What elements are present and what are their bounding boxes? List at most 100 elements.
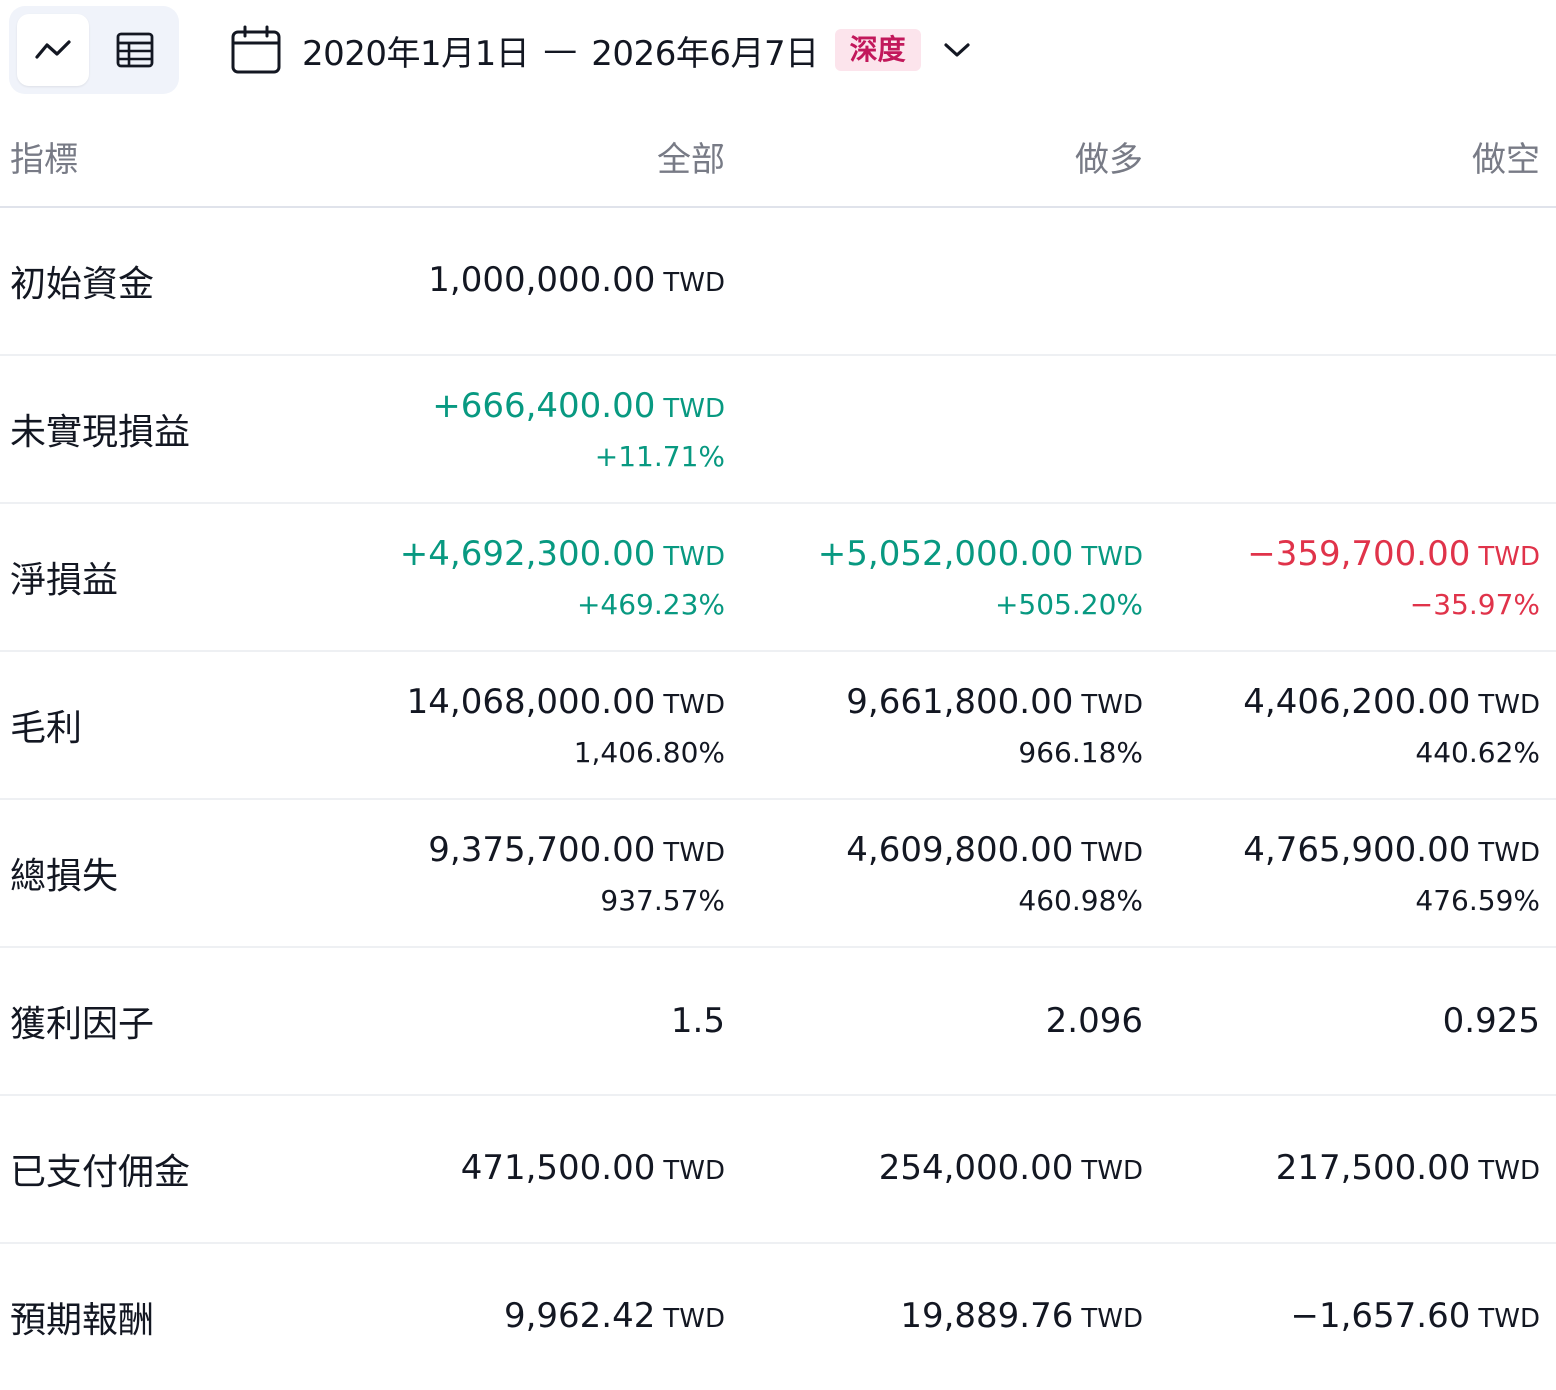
cell-all: +666,400.00 TWD +11.71%: [432, 356, 725, 502]
table-header: 指標 全部 做多 做空: [0, 104, 1556, 208]
value-line: 1,000,000.00 TWD: [428, 259, 725, 304]
currency-label: TWD: [1478, 541, 1540, 572]
percent: +469.23%: [576, 587, 725, 621]
percent: 460.98%: [1018, 883, 1143, 917]
chevron-down-icon[interactable]: [939, 32, 975, 68]
metric-name: 已支付佣金: [10, 1152, 191, 1193]
amount: +4,692,300.00: [399, 533, 656, 574]
value-line: 4,765,900.00 TWD: [1243, 829, 1540, 874]
amount: 0.925: [1442, 1001, 1540, 1041]
amount: 217,500.00: [1275, 1147, 1471, 1188]
currency-label: TWD: [663, 541, 725, 572]
value-line: 254,000.00 TWD: [879, 1147, 1143, 1192]
cell-all: 14,068,000.00 TWD 1,406.80%: [407, 652, 725, 798]
value-line: 2.096: [1046, 1000, 1143, 1042]
cell-short: −359,700.00 TWD −35.97%: [1247, 504, 1540, 650]
table-icon: [116, 32, 154, 68]
cell-all: +4,692,300.00 TWD +469.23%: [400, 504, 725, 650]
value-line: 0.925: [1443, 1000, 1540, 1042]
amount: 2.096: [1045, 1001, 1143, 1041]
currency-label: TWD: [1478, 1155, 1540, 1186]
cell-short: 4,406,200.00 TWD 440.62%: [1243, 652, 1540, 798]
value-line: +5,052,000.00 TWD: [818, 533, 1143, 578]
date-end: 2026年6月7日: [591, 33, 819, 74]
toolbar: 2020年1月1日 — 2026年6月7日 深度: [0, 0, 1556, 104]
currency-label: TWD: [1081, 1155, 1143, 1186]
amount: 9,375,700.00: [428, 829, 656, 870]
value-line: 9,962.42 TWD: [504, 1295, 725, 1340]
cell-long: 19,889.76 TWD: [900, 1244, 1143, 1390]
amount: 1,000,000.00: [428, 259, 656, 300]
value-line: −359,700.00 TWD: [1247, 533, 1540, 578]
metric-name: 總損失: [10, 856, 119, 897]
currency-label: TWD: [663, 1303, 725, 1334]
date-separator: —: [543, 30, 578, 70]
cell-long: +5,052,000.00 TWD +505.20%: [818, 504, 1143, 650]
percent: 476.59%: [1415, 883, 1540, 917]
header-short: 做空: [1472, 140, 1540, 180]
amount: −359,700.00: [1247, 533, 1471, 574]
amount: 4,609,800.00: [846, 829, 1074, 870]
percent: 937.57%: [600, 883, 725, 917]
amount: 254,000.00: [878, 1147, 1074, 1188]
cell-short: 217,500.00 TWD: [1276, 1096, 1540, 1242]
chart-view-button[interactable]: [17, 14, 89, 86]
cell-long: 4,609,800.00 TWD 460.98%: [846, 800, 1143, 946]
metric-name: 淨損益: [10, 560, 119, 601]
view-toggle: [9, 6, 179, 94]
currency-label: TWD: [1478, 837, 1540, 868]
amount: +5,052,000.00: [817, 533, 1074, 574]
amount: 14,068,000.00: [406, 681, 656, 722]
amount: −1,657.60: [1290, 1295, 1471, 1336]
cell-short: 0.925: [1443, 948, 1540, 1094]
metrics-table: 指標 全部 做多 做空 初始資金 1,000,000.00 TWD 未實現損益 +666…: [0, 104, 1556, 1390]
value-line: 471,500.00 TWD: [461, 1147, 725, 1192]
header-metric: 指標: [10, 140, 78, 180]
cell-all: 9,962.42 TWD: [504, 1244, 725, 1390]
table-view-button[interactable]: [99, 14, 171, 86]
value-line: 14,068,000.00 TWD: [407, 681, 725, 726]
currency-label: TWD: [663, 837, 725, 868]
currency-label: TWD: [1081, 837, 1143, 868]
amount: 4,765,900.00: [1243, 829, 1471, 870]
date-range-selector[interactable]: 2020年1月1日 — 2026年6月7日 深度: [230, 18, 975, 82]
table-row: 初始資金 1,000,000.00 TWD: [0, 208, 1556, 356]
currency-label: TWD: [1478, 1303, 1540, 1334]
percent: +11.71%: [594, 439, 725, 473]
amount: 19,889.76: [900, 1295, 1074, 1336]
amount: 9,962.42: [503, 1295, 656, 1336]
metric-name: 毛利: [10, 708, 83, 749]
table-row: 獲利因子 1.5 2.096 0.925: [0, 948, 1556, 1096]
metric-name: 獲利因子: [10, 1004, 155, 1045]
value-line: +666,400.00 TWD: [432, 385, 725, 430]
cell-all: 471,500.00 TWD: [461, 1096, 725, 1242]
percent: 1,406.80%: [573, 735, 725, 769]
cell-short: −1,657.60 TWD: [1290, 1244, 1540, 1390]
cell-all: 9,375,700.00 TWD 937.57%: [428, 800, 725, 946]
percent: −35.97%: [1409, 587, 1540, 621]
cell-long: 9,661,800.00 TWD 966.18%: [846, 652, 1143, 798]
amount: +666,400.00: [432, 385, 656, 426]
currency-label: TWD: [663, 689, 725, 720]
currency-label: TWD: [1081, 689, 1143, 720]
value-line: +4,692,300.00 TWD: [400, 533, 725, 578]
amount: 9,661,800.00: [846, 681, 1074, 722]
percent: +505.20%: [994, 587, 1143, 621]
table-row: 淨損益 +4,692,300.00 TWD +469.23% +5,052,000.00…: [0, 504, 1556, 652]
table-row: 總損失 9,375,700.00 TWD 937.57% 4,609,800.00 TWD…: [0, 800, 1556, 948]
cell-long: 2.096: [1046, 948, 1143, 1094]
calendar-icon: [230, 24, 282, 76]
amount: 4,406,200.00: [1243, 681, 1471, 722]
value-line: 4,406,200.00 TWD: [1243, 681, 1540, 726]
currency-label: TWD: [663, 393, 725, 424]
currency-label: TWD: [1081, 1303, 1143, 1334]
value-line: −1,657.60 TWD: [1290, 1295, 1540, 1340]
header-long: 做多: [1075, 140, 1143, 180]
header-all: 全部: [657, 140, 725, 180]
metric-name: 預期報酬: [10, 1300, 155, 1341]
cell-all: 1,000,000.00 TWD: [428, 208, 725, 354]
line-chart-icon: [35, 40, 71, 59]
depth-badge: 深度: [834, 29, 921, 71]
value-line: 1.5: [671, 1000, 725, 1042]
percent: 440.62%: [1415, 735, 1540, 769]
